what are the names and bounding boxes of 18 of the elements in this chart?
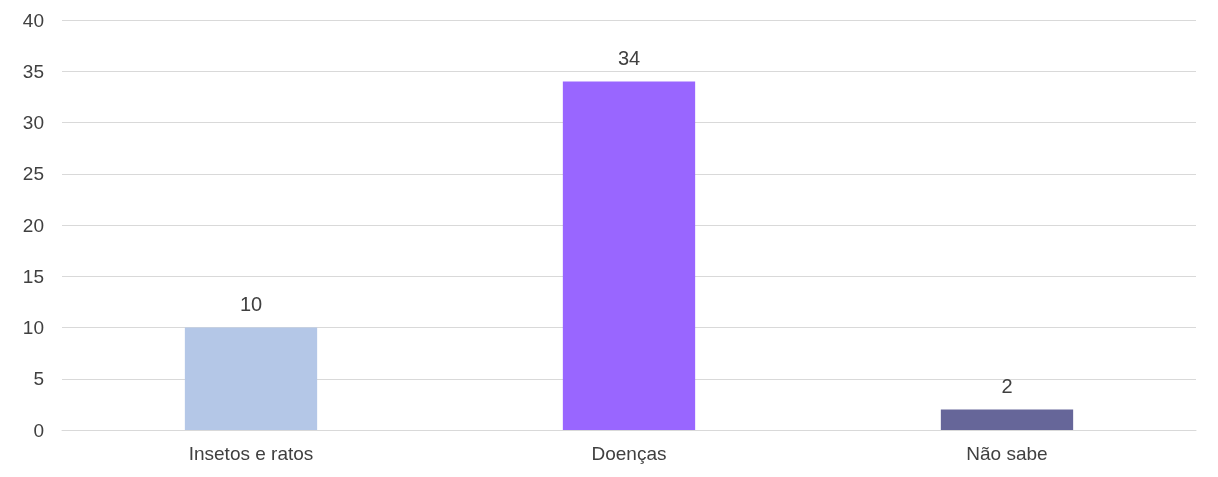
- y-tick-label: 20: [22, 214, 44, 236]
- y-tick-label: 40: [22, 9, 44, 31]
- y-tick-label: 15: [22, 265, 44, 287]
- bar: [184, 327, 318, 430]
- y-tick-label: 30: [22, 112, 44, 133]
- y-tick-label: 35: [22, 60, 44, 82]
- x-tick-label: Não sabe: [966, 443, 1048, 464]
- bar: [940, 409, 1074, 430]
- y-tick-label: 10: [22, 317, 44, 338]
- y-tick-label: 25: [22, 163, 44, 185]
- data-label: 2: [1001, 374, 1013, 397]
- y-tick-label: 0: [33, 419, 44, 441]
- x-tick-label: Insetos e ratos: [188, 443, 314, 464]
- bar: [562, 81, 696, 430]
- data-label: 34: [617, 46, 641, 69]
- x-tick-label: Doenças: [591, 443, 667, 464]
- y-tick-label: 5: [33, 368, 44, 390]
- data-label: 10: [239, 292, 263, 315]
